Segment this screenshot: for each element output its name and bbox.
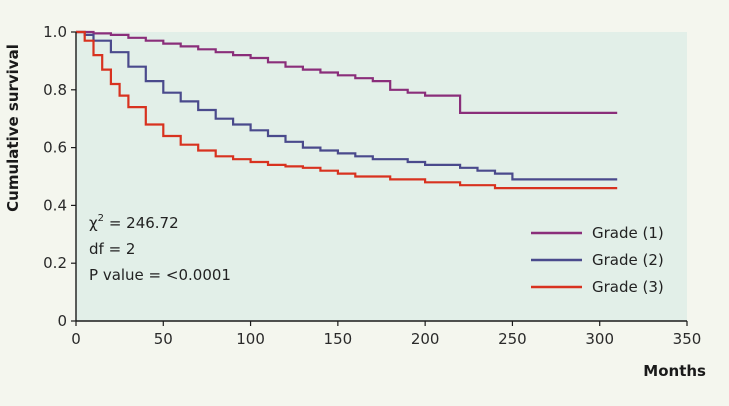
series-line-grade-2 [76, 30, 618, 181]
y-tick-label-3: 0.6 [43, 139, 67, 157]
y-tick-label-0: 0 [57, 312, 67, 330]
y-tick-label-4: 0.8 [43, 81, 67, 99]
y-ticks: 0 0.2 0.4 0.6 0.8 1.0 [43, 23, 76, 330]
chi-value: = 246.72 [104, 214, 179, 232]
series-line-grade-1 [76, 30, 618, 114]
chi-square-annotation: χ2 = 246.72 [89, 213, 179, 232]
x-tick-label-7: 350 [673, 330, 702, 348]
chi-symbol: χ [89, 214, 98, 232]
x-tick-label-4: 200 [411, 330, 440, 348]
x-tick-label-2: 100 [236, 330, 265, 348]
legend-label-grade-3: Grade (3) [592, 278, 664, 296]
x-tick-label-1: 50 [154, 330, 173, 348]
df-annotation: df = 2 [89, 240, 135, 258]
p-value-annotation: P value = <0.0001 [89, 266, 231, 284]
y-tick-label-2: 0.4 [43, 196, 67, 214]
x-axis-title: Months [643, 362, 706, 380]
y-tick-label-5: 1.0 [43, 23, 67, 41]
chi-exponent: 2 [98, 213, 104, 224]
x-tick-label-5: 250 [498, 330, 527, 348]
legend-label-grade-2: Grade (2) [592, 251, 664, 269]
x-tick-label-3: 150 [324, 330, 353, 348]
legend-label-grade-1: Grade (1) [592, 224, 664, 242]
series-layer [76, 30, 618, 190]
x-ticks: 0 50 100 150 200 250 300 350 [71, 321, 701, 348]
y-tick-label-1: 0.2 [43, 254, 67, 272]
x-tick-label-0: 0 [71, 330, 81, 348]
x-tick-label-6: 300 [585, 330, 614, 348]
legend: Grade (1) Grade (2) Grade (3) [531, 224, 664, 296]
series-line-grade-3 [76, 30, 618, 190]
y-axis-title: Cumulative survival [4, 44, 22, 212]
